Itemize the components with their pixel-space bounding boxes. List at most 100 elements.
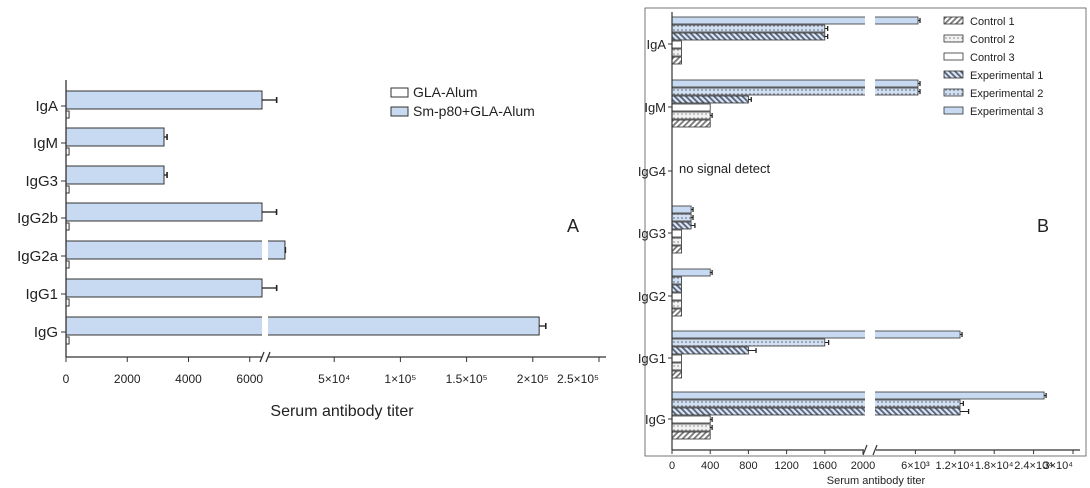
- bar-sm-p80-igg: [65, 316, 540, 336]
- legend-swatch-control-3: [943, 52, 964, 61]
- x-tick-label: 6×10³: [901, 460, 930, 472]
- bar-experimental-2-igg: [671, 399, 961, 408]
- category-label-igg: IgG: [645, 412, 666, 427]
- bar-experimental-3-igg: [671, 391, 1045, 400]
- x-tick-label: 0: [63, 372, 70, 386]
- bar-control-1-igg: [671, 431, 711, 440]
- legend-label-experimental-1: Experimental 1: [970, 70, 1043, 82]
- axis-break-mark-right: [265, 351, 271, 363]
- axis-break-gap: [865, 391, 875, 400]
- panel-a-label: A: [567, 216, 579, 236]
- x-tick-label: 3×10⁴: [1043, 460, 1073, 472]
- panel-b-legend: Control 1 Control 2 Control 3 Experimental …: [943, 16, 1043, 118]
- category-label-igg1: IgG1: [638, 351, 666, 366]
- bar-experimental-3-iga: [671, 16, 919, 25]
- bar-control-2-igm: [671, 111, 711, 120]
- panel-a-bars: [65, 90, 547, 345]
- bar-experimental-2-igm: [671, 87, 919, 96]
- bar-experimental-1-igm: [671, 95, 749, 104]
- legend-swatch-control-2: [943, 34, 964, 43]
- x-tick-label: 1600: [813, 460, 837, 472]
- x-tick-label: 1.8×10⁴: [975, 460, 1014, 472]
- category-label-igg: IgG: [34, 324, 58, 341]
- axis-break-gap-igg2a: [262, 239, 268, 261]
- category-label-iga: IgA: [646, 37, 666, 52]
- category-label-igg3: IgG3: [25, 173, 58, 190]
- panel-b-frame: [644, 7, 1087, 457]
- legend-swatch-gla-alum: [390, 87, 409, 98]
- panel-b-x-axis-title: Serum antibody titer: [827, 475, 926, 487]
- axis-break-gap: [865, 79, 875, 88]
- panel-a-category-labels: IgA IgM IgG3 IgG2b IgG2a IgG1 IgG: [17, 98, 66, 341]
- axis-break-mark-left: [862, 444, 868, 456]
- legend-label-experimental-2: Experimental 2: [970, 88, 1043, 100]
- bar-control-1-igg3: [671, 245, 682, 254]
- bar-sm-p80-igg1: [65, 278, 263, 298]
- axis-break-gap-igg: [262, 315, 268, 337]
- axis-break-gap: [865, 399, 875, 408]
- x-tick-label: 0: [669, 460, 675, 472]
- bar-experimental-3-igg3: [671, 205, 692, 214]
- bar-sm-p80-iga: [65, 90, 263, 110]
- axis-break-mark-right: [872, 444, 878, 456]
- legend-swatch-experimental-3: [943, 106, 964, 115]
- x-tick-label: 6000: [236, 372, 263, 386]
- legend-label-gla-alum: GLA-Alum: [413, 84, 478, 100]
- bar-experimental-2-igg3: [671, 213, 692, 222]
- category-label-igg2b: IgG2b: [17, 210, 58, 227]
- x-tick-label: 4000: [175, 372, 202, 386]
- panel-b-x-axis: [671, 444, 1080, 456]
- bar-control-1-igm: [671, 119, 711, 128]
- category-label-igg3: IgG3: [638, 226, 666, 241]
- x-tick-label: 1200: [774, 460, 798, 472]
- bar-experimental-2-igg2: [671, 276, 682, 285]
- bar-experimental-1-igg1: [671, 346, 749, 355]
- bar-control-2-igg3: [671, 237, 682, 246]
- bar-experimental-3-igg1: [671, 330, 961, 339]
- bar-sm-p80-igg3: [65, 165, 165, 185]
- axis-break-gap: [865, 407, 875, 416]
- x-tick-label: 2000: [851, 460, 875, 472]
- bar-control-2-igg1: [671, 362, 682, 371]
- category-label-igm: IgM: [33, 135, 58, 152]
- x-tick-label: 2×10⁵: [517, 372, 549, 386]
- bar-control-1-igg2: [671, 308, 682, 317]
- legend-label-control-1: Control 1: [970, 16, 1015, 28]
- axis-break-gap: [865, 16, 875, 25]
- x-tick-label: 2.5×10⁵: [557, 372, 599, 386]
- bar-control-1-iga: [671, 56, 682, 65]
- bar-experimental-3-igm: [671, 79, 919, 88]
- legend-swatch-control-1: [943, 16, 964, 25]
- panel-b-x-tick-labels: 0 400 800 1200 1600 2000 6×10³ 1.2×10⁴ 1.8×10⁴ 2.…: [669, 460, 1073, 472]
- bar-control-3-iga: [671, 40, 682, 49]
- legend-swatch-experimental-1: [943, 70, 964, 79]
- panel-b-label: B: [1037, 216, 1049, 236]
- category-label-igg2a: IgG2a: [17, 248, 59, 265]
- bar-control-2-igg2: [671, 300, 682, 309]
- x-tick-label: 800: [739, 460, 757, 472]
- panel-a-legend: GLA-Alum Sm-p80+GLA-Alum: [390, 84, 535, 119]
- bar-sm-p80-igg2a: [65, 240, 286, 260]
- category-label-igm: IgM: [644, 100, 666, 115]
- bar-control-3-igg: [671, 415, 711, 424]
- bar-control-2-igg: [671, 423, 711, 432]
- panel-a-x-tick-labels: 0 2000 4000 6000 5×10⁴ 1×10⁵ 1.5×10⁵ 2×10⁵ 2.5×1…: [63, 372, 599, 386]
- bar-sm-p80-igg2b: [65, 202, 263, 222]
- x-tick-label: 1.2×10⁴: [935, 460, 974, 472]
- x-tick-label: 400: [701, 460, 719, 472]
- axis-break-gap: [865, 330, 875, 339]
- bar-control-1-igg1: [671, 370, 682, 379]
- axis-break-gap: [865, 87, 875, 96]
- bar-control-3-igg3: [671, 229, 682, 238]
- bar-experimental-1-igg2: [671, 284, 682, 293]
- category-label-igg4: IgG4: [638, 164, 666, 179]
- category-label-igg2: IgG2: [638, 289, 666, 304]
- x-tick-label: 1.5×10⁵: [446, 372, 488, 386]
- panel-a: IgA IgM IgG3 IgG2b IgG2a IgG1 IgG 0 2000 4000 600…: [17, 80, 606, 420]
- panel-b: IgA IgM IgG4 IgG3 IgG2 IgG1 IgG no signal dete…: [638, 7, 1087, 487]
- panel-b-annotation: no signal detect: [679, 161, 770, 176]
- panel-b-category-labels: IgA IgM IgG4 IgG3 IgG2 IgG1 IgG: [638, 37, 672, 427]
- x-tick-label: 5×10⁴: [318, 372, 350, 386]
- legend-swatch-experimental-2: [943, 88, 964, 97]
- legend-label-control-3: Control 3: [970, 52, 1015, 64]
